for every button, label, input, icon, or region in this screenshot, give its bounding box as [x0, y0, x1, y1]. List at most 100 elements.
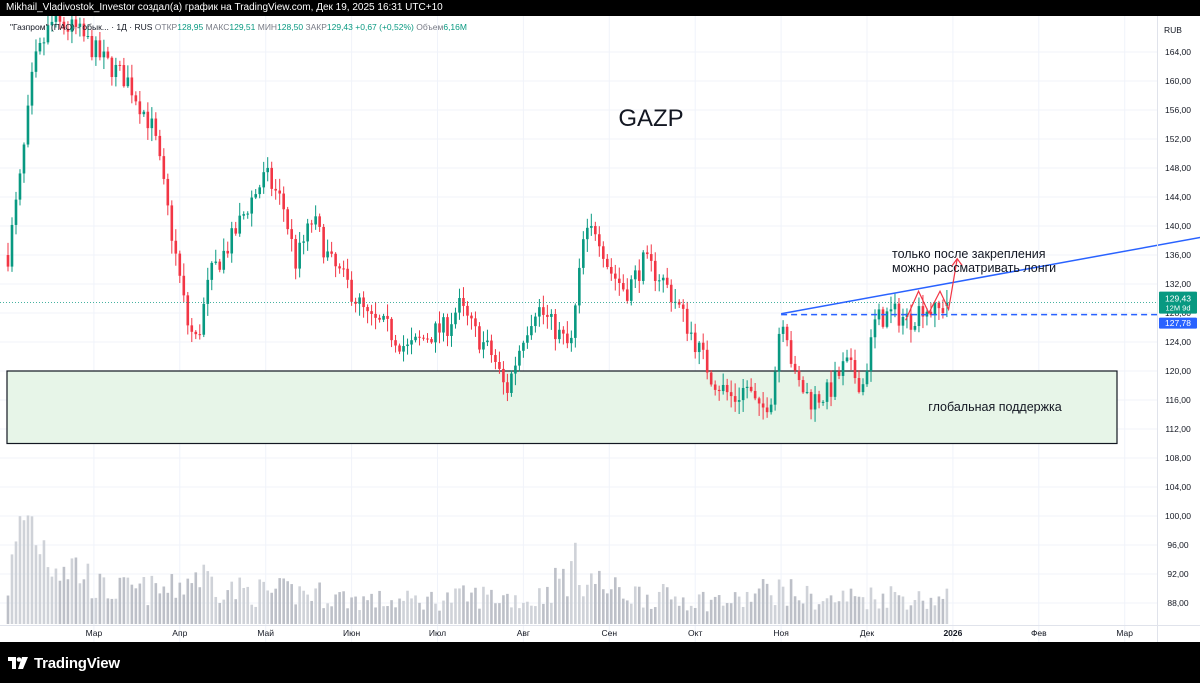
volume-bars — [6, 515, 949, 624]
candle-body — [478, 326, 481, 350]
volume-bar — [797, 600, 801, 624]
volume-bar — [769, 595, 773, 624]
candle-body — [258, 187, 262, 195]
candle-body — [170, 205, 174, 241]
volume-bar — [741, 606, 745, 624]
volume-bar — [590, 573, 593, 624]
volume-bar — [913, 600, 917, 624]
candle-body — [641, 252, 645, 281]
volume-bar — [54, 568, 58, 624]
volume-bar — [214, 596, 218, 624]
volume-bar — [498, 603, 501, 624]
volume-bar — [582, 596, 585, 624]
time-tick-label: Ноя — [773, 628, 789, 638]
volume-bar — [937, 596, 941, 624]
price-tick-label: 152,00 — [1165, 134, 1191, 144]
candle-body — [422, 337, 425, 339]
volume-bar — [490, 589, 493, 624]
price-tick-label: 96,00 — [1167, 540, 1189, 550]
volume-bar — [933, 605, 937, 624]
volume-bar — [522, 602, 525, 624]
candle-body — [909, 313, 913, 330]
time-axis: Мар Апр Май Июн Июл Авг Сен Окт Ноя Дек 2026 Фев Мар — [86, 628, 1134, 638]
candle-body — [721, 384, 725, 392]
volume-bar — [709, 599, 713, 624]
volume-bar — [474, 587, 477, 624]
volume-bar — [86, 563, 90, 624]
volume-bar — [234, 599, 238, 624]
volume-bar — [833, 602, 837, 624]
tradingview-brand[interactable]: TradingView — [8, 654, 120, 672]
candle-body — [122, 65, 126, 87]
candle-body — [933, 302, 937, 316]
symbol-legend: "Газпром" (ПАО) - обык... · 1Д · RUS ОТК… — [10, 22, 467, 32]
candle-body — [813, 394, 817, 410]
candle-body — [230, 228, 234, 254]
volume-bar — [302, 590, 305, 624]
candle-body — [677, 301, 681, 305]
candle-body — [270, 167, 273, 189]
volume-bar — [705, 611, 709, 624]
candle-body — [186, 295, 190, 326]
candle-body — [629, 279, 633, 301]
volume-bar — [641, 607, 645, 624]
volume-bar — [554, 567, 557, 624]
volume-bar — [717, 595, 721, 624]
candle-body — [869, 337, 873, 372]
price-tick-label: 100,00 — [1165, 511, 1191, 521]
tradingview-logo-icon — [8, 657, 28, 669]
currency-label[interactable]: RUB — [1164, 25, 1182, 35]
candle-body — [873, 319, 877, 338]
candle-body — [558, 329, 561, 340]
candle-body — [905, 313, 909, 317]
candle-body — [210, 262, 214, 280]
candle-body — [46, 25, 50, 43]
volume-bar — [82, 579, 86, 624]
close-value: 129,43 — [326, 22, 353, 32]
volume-bar — [761, 579, 765, 624]
candle-body — [494, 355, 497, 362]
candle-body — [526, 335, 529, 343]
volume-bar — [633, 586, 637, 624]
volume-bar — [917, 591, 921, 624]
candle-body — [929, 311, 933, 316]
candle-body — [450, 324, 453, 336]
volume-bar — [729, 603, 733, 624]
candle-body — [693, 332, 697, 353]
volume-bar — [158, 593, 162, 624]
candle-body — [917, 306, 921, 327]
candle-body — [785, 326, 789, 341]
volume-bar — [789, 579, 793, 624]
volume-bar — [6, 595, 10, 624]
volume-bar — [174, 597, 178, 624]
volume-bar — [42, 540, 46, 624]
candle-body — [701, 342, 705, 350]
price-tick-label: 160,00 — [1165, 76, 1191, 86]
volume-bar — [58, 580, 62, 624]
symbol-name[interactable]: "Газпром" (ПАО) - обык... · 1Д · RUS — [10, 22, 153, 32]
volume-bar — [182, 594, 186, 624]
candle-body — [410, 340, 413, 345]
volume-bar — [310, 600, 313, 624]
candle-body — [146, 111, 150, 129]
volume-bar — [34, 545, 38, 624]
candle-body — [98, 40, 102, 58]
volume-bar — [250, 604, 254, 624]
volume-bar — [450, 602, 453, 624]
volume-bar — [462, 585, 465, 624]
candle-body — [206, 279, 210, 304]
volume-bar — [689, 605, 693, 624]
volume-bar — [861, 597, 865, 624]
volume-bar — [629, 603, 633, 624]
candle-body — [837, 371, 841, 376]
candle-body — [522, 342, 525, 351]
candle-body — [737, 400, 741, 402]
volume-bar — [458, 588, 461, 624]
candle-body — [106, 51, 110, 58]
volume-bar — [406, 590, 409, 624]
candle-body — [921, 306, 925, 317]
volume-bar — [673, 596, 677, 624]
candle-body — [913, 326, 917, 330]
candle-body — [745, 386, 749, 388]
